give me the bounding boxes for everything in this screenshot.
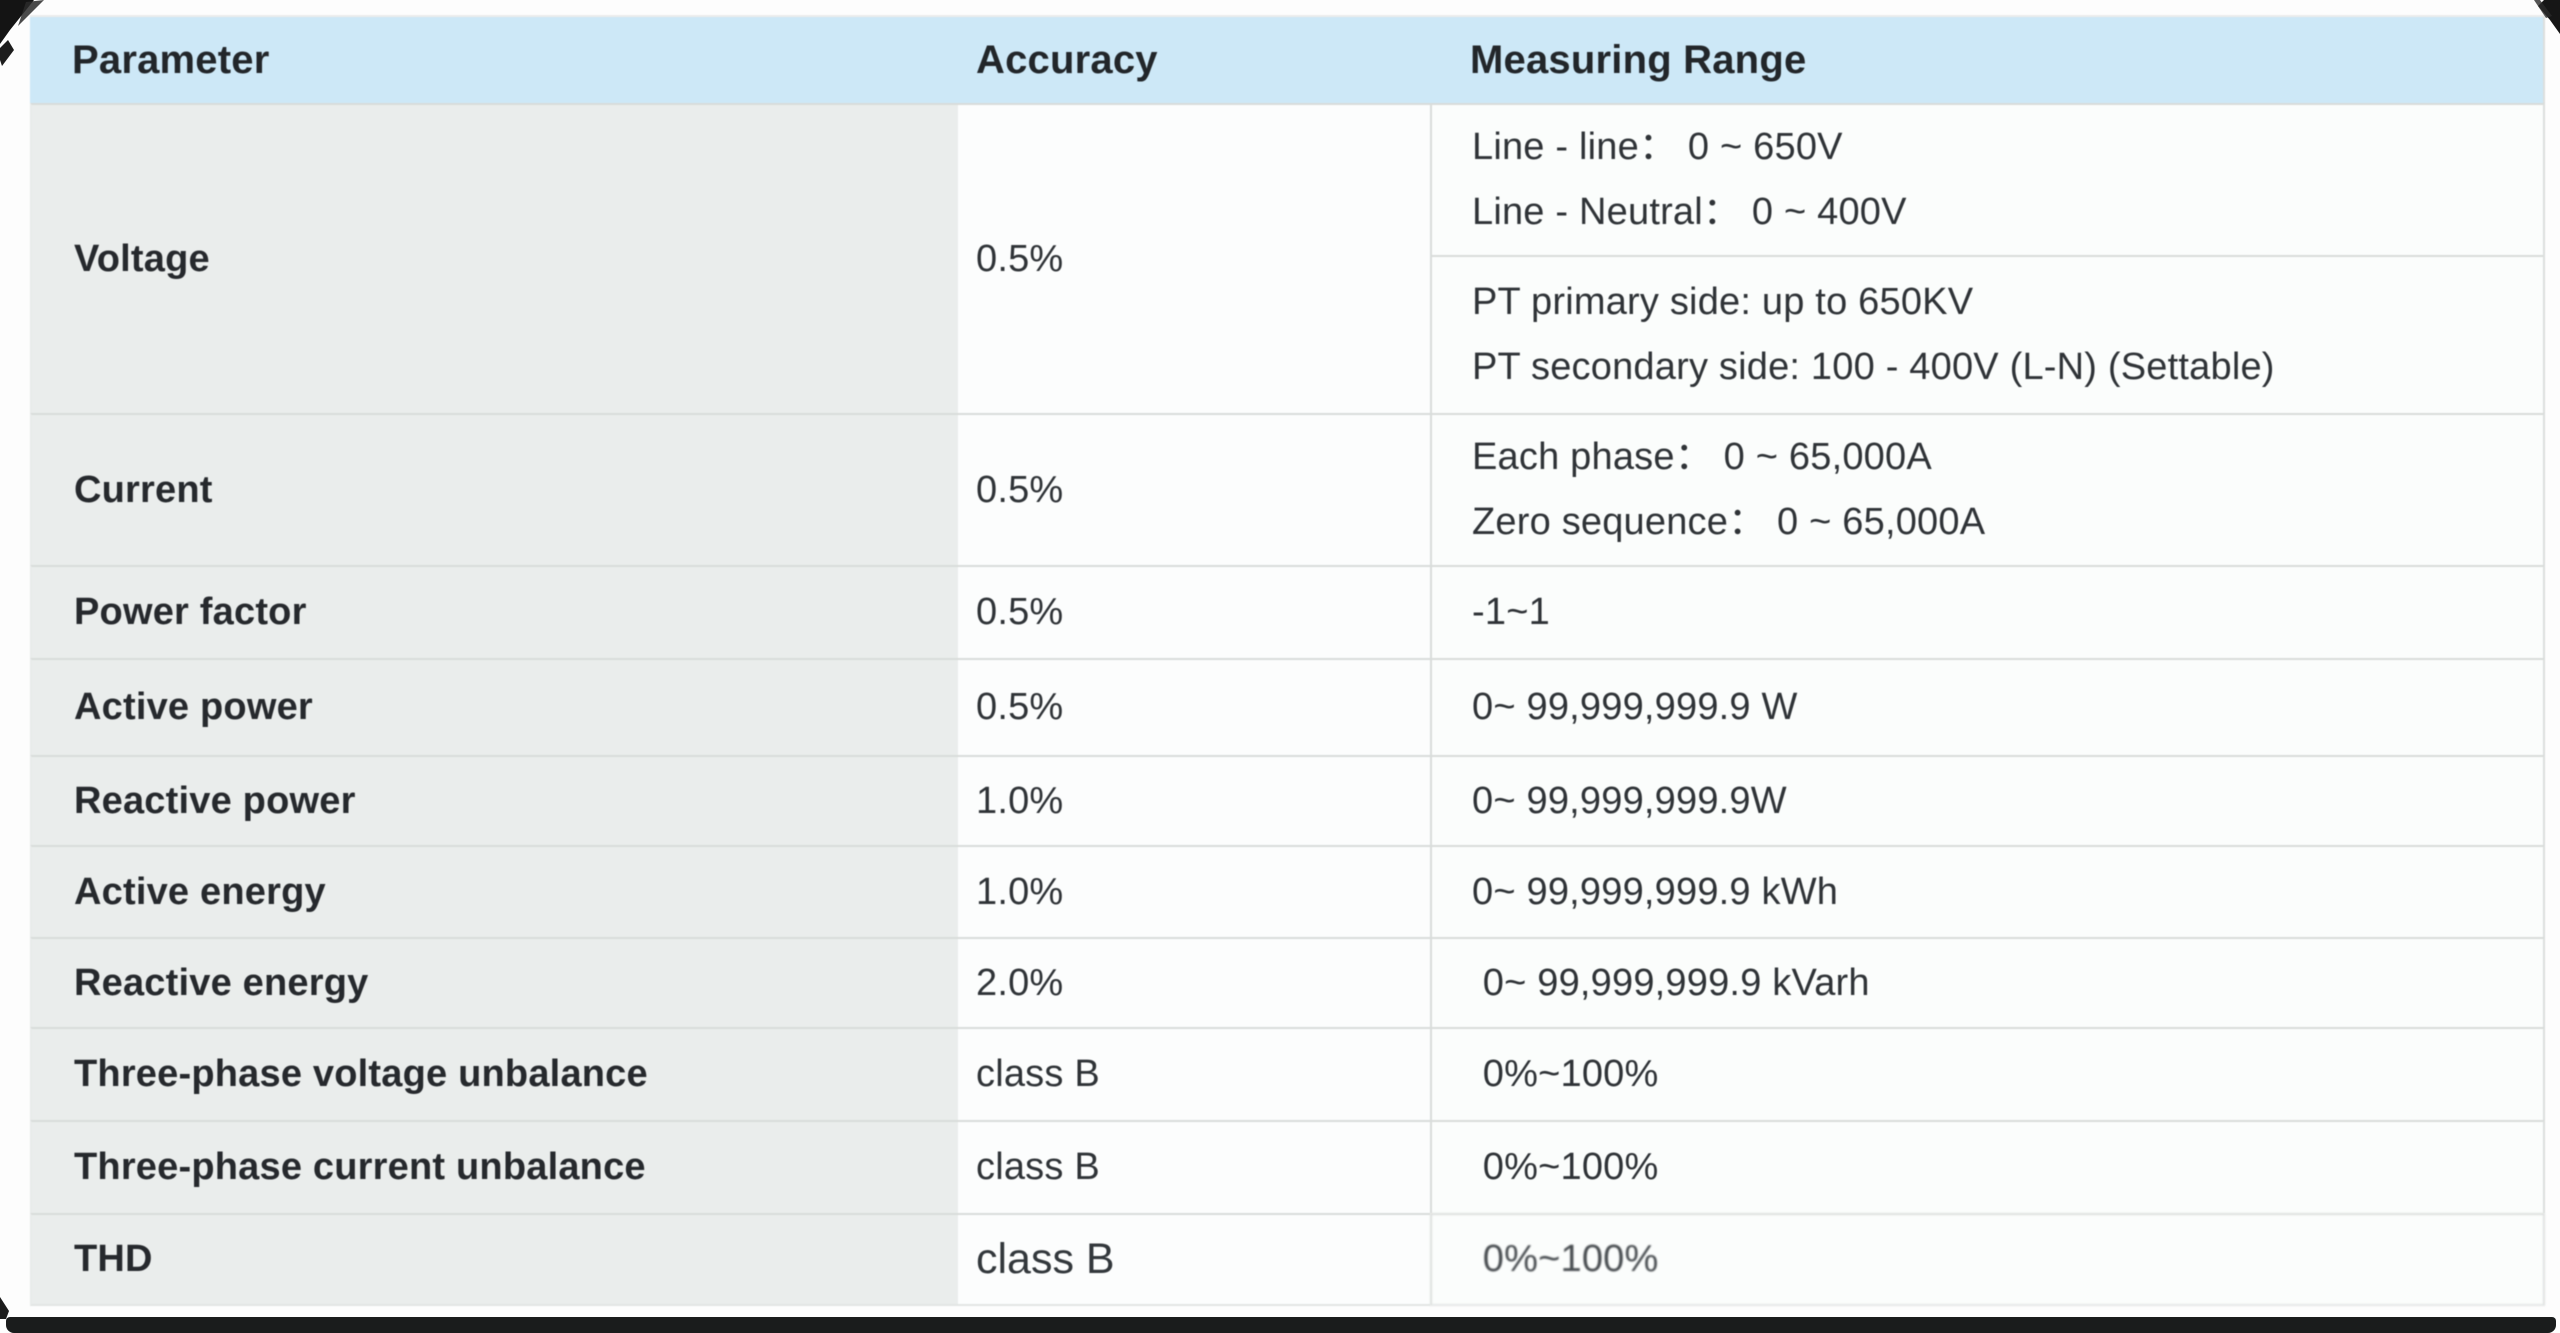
range-voltage-direct: Line - line： 0 ~ 650V Line - Neutral： 0 … [1432,105,2543,257]
range-cell-current-unbalance: 0%~100% [1430,1120,2545,1213]
column-header-accuracy: Accuracy [958,15,1430,103]
photo-artifact-bottom-left [0,1293,14,1319]
param-cell-voltage: Voltage [30,103,958,413]
param-cell-current: Current [30,413,958,565]
param-cell-reactive-energy: Reactive energy [30,937,958,1027]
range-cell-voltage-unbalance: 0%~100% [1430,1027,2545,1120]
range-line: PT primary side: up to 650KV [1472,281,1974,323]
accuracy-cell-voltage: 0.5% [958,103,1430,413]
accuracy-cell-current: 0.5% [958,413,1430,565]
range-cell-thd: 0%~100% [1430,1213,2545,1306]
range-line: Line - Neutral： 0 ~ 400V [1472,191,1907,233]
accuracy-cell-active-power: 0.5% [958,658,1430,755]
range-cell-power-factor: -1~1 [1430,565,2545,658]
param-cell-reactive-power: Reactive power [30,755,958,845]
range-cell-reactive-power: 0~ 99,999,999.9W [1430,755,2545,845]
param-cell-current-unbalance: Three-phase current unbalance [30,1120,958,1213]
accuracy-cell-current-unbalance: class B [958,1120,1430,1213]
param-cell-active-energy: Active energy [30,845,958,937]
range-line: Zero sequence： 0 ~ 65,000A [1472,501,1986,543]
param-cell-voltage-unbalance: Three-phase voltage unbalance [30,1027,958,1120]
range-line: Line - line： 0 ~ 650V [1472,126,1843,168]
range-cell-active-power: 0~ 99,999,999.9 W [1430,658,2545,755]
accuracy-cell-thd: class B [958,1213,1430,1306]
spec-table: Parameter Accuracy Measuring Range Volta… [30,15,2545,1306]
range-cell-reactive-energy: 0~ 99,999,999.9 kVarh [1430,937,2545,1027]
accuracy-cell-voltage-unbalance: class B [958,1027,1430,1120]
range-voltage-pt: PT primary side: up to 650KV PT secondar… [1432,257,2543,413]
param-cell-thd: THD [30,1213,958,1306]
column-header-parameter: Parameter [30,15,958,103]
range-line: Each phase： 0 ~ 65,000A [1472,436,1932,478]
range-cell-current: Each phase： 0 ~ 65,000A Zero sequence： 0… [1430,413,2545,565]
range-cell-voltage: Line - line： 0 ~ 650V Line - Neutral： 0 … [1430,103,2545,413]
accuracy-cell-reactive-power: 1.0% [958,755,1430,845]
accuracy-cell-power-factor: 0.5% [958,565,1430,658]
param-cell-active-power: Active power [30,658,958,755]
photo-frame-bottom-edge [6,1317,2556,1333]
accuracy-cell-active-energy: 1.0% [958,845,1430,937]
column-header-measuring-range: Measuring Range [1430,15,2545,103]
range-cell-active-energy: 0~ 99,999,999.9 kWh [1430,845,2545,937]
param-cell-power-factor: Power factor [30,565,958,658]
range-line: PT secondary side: 100 - 400V (L-N) (Set… [1472,346,2275,388]
accuracy-cell-reactive-energy: 2.0% [958,937,1430,1027]
